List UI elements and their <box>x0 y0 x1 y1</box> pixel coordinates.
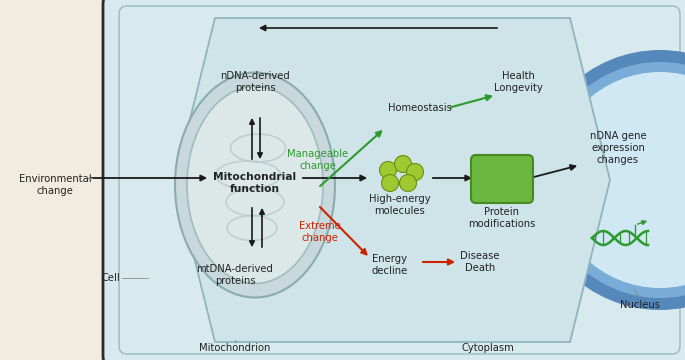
Text: Environmental
change: Environmental change <box>18 174 91 196</box>
Text: Nucleus: Nucleus <box>620 300 660 310</box>
Text: Health
Longevity: Health Longevity <box>494 71 543 93</box>
Text: Disease
Death: Disease Death <box>460 251 500 273</box>
Text: Cytoplasm: Cytoplasm <box>462 343 514 353</box>
Text: Energy
decline: Energy decline <box>372 254 408 276</box>
Circle shape <box>399 175 416 192</box>
Circle shape <box>542 62 685 298</box>
Text: Homeostasis: Homeostasis <box>388 103 452 113</box>
Text: Mitochondrion: Mitochondrion <box>199 343 271 353</box>
Text: nDNA-derived
proteins: nDNA-derived proteins <box>220 71 290 93</box>
Circle shape <box>395 156 412 172</box>
Polygon shape <box>175 18 610 342</box>
Circle shape <box>379 162 397 179</box>
Text: High-energy
molecules: High-energy molecules <box>369 194 431 216</box>
Text: Protein
modifications: Protein modifications <box>469 207 536 229</box>
FancyBboxPatch shape <box>471 155 533 203</box>
Text: Extreme
change: Extreme change <box>299 221 341 243</box>
FancyBboxPatch shape <box>103 0 685 360</box>
Text: mtDNA-derived
proteins: mtDNA-derived proteins <box>197 264 273 286</box>
FancyBboxPatch shape <box>119 6 680 354</box>
Ellipse shape <box>187 86 323 284</box>
Text: Mitochondrial
function: Mitochondrial function <box>214 172 297 194</box>
Text: Manageable
change: Manageable change <box>288 149 349 171</box>
Text: Cell: Cell <box>101 273 120 283</box>
Text: nDNA gene
expression
changes: nDNA gene expression changes <box>590 131 647 165</box>
Circle shape <box>530 50 685 310</box>
Circle shape <box>382 175 399 192</box>
Circle shape <box>406 163 423 180</box>
Ellipse shape <box>175 72 335 297</box>
Circle shape <box>552 72 685 288</box>
